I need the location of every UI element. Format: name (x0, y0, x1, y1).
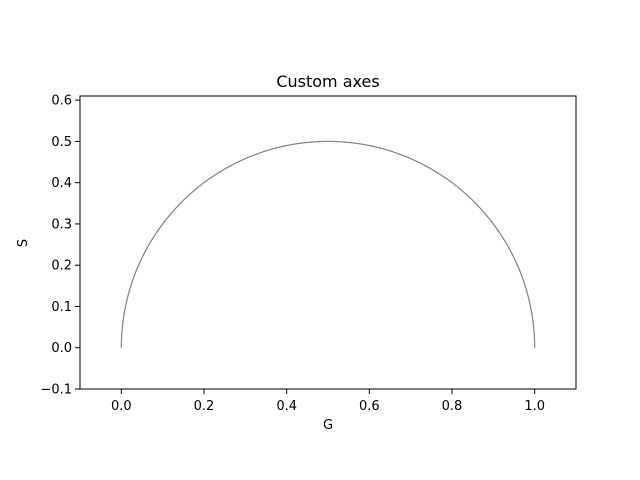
y-axis-label: S (16, 239, 31, 247)
x-tick-label: 0.6 (359, 399, 380, 414)
plot-area (79, 95, 577, 390)
y-tick-label: 0.1 (51, 300, 72, 315)
x-tick-label: 1.0 (524, 399, 545, 414)
y-tick-label: 0.2 (51, 259, 72, 274)
y-tick-label: 0.4 (51, 176, 72, 191)
x-axis-label: G (323, 418, 333, 433)
x-tick-label: 0.8 (442, 399, 463, 414)
x-axis: 0.0 0.2 0.4 0.6 0.8 1.0 (111, 389, 545, 414)
x-tick-label: 0.4 (276, 399, 297, 414)
y-tick-label: 0.5 (51, 135, 72, 150)
y-tick-label: 0.0 (51, 341, 72, 356)
y-axis: −0.1 0.0 0.1 0.2 0.3 0.4 0.5 0.6 (40, 94, 80, 398)
y-tick-label: 0.6 (51, 94, 72, 109)
y-tick-label: 0.3 (51, 217, 72, 232)
x-tick-label: 0.2 (194, 399, 215, 414)
y-tick-label: −0.1 (40, 383, 72, 398)
x-tick-label: 0.0 (111, 399, 132, 414)
chart-title: Custom axes (276, 72, 379, 91)
semicircle-line (120, 140, 536, 348)
